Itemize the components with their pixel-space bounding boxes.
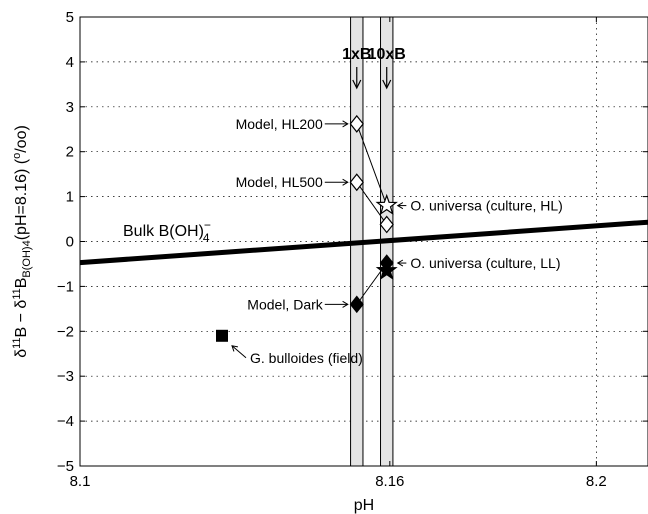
y-tick-label: −5	[57, 458, 74, 475]
arrow-dark-head	[342, 300, 349, 308]
bulk-line-group	[79, 219, 648, 266]
label-hl200: Model, HL200	[236, 116, 323, 132]
y-tick-label: 2	[66, 144, 74, 161]
x-tick-label: 8.1	[70, 473, 91, 490]
y-tick-label: 5	[66, 9, 74, 26]
y-tick-label: 1	[66, 189, 74, 206]
y-tick-label: −3	[57, 368, 74, 385]
arrow-hl200-head	[342, 120, 349, 128]
connector-line	[356, 181, 388, 225]
band-label-1xB: 1xB	[342, 46, 371, 63]
band-arrowhead-10xB	[382, 79, 392, 90]
label-hl500: Model, HL500	[236, 174, 323, 190]
y-tick-label: 3	[66, 99, 74, 116]
arrow-hl500-head	[342, 178, 349, 186]
point-bulloides	[216, 329, 228, 342]
arrow-bulloides	[231, 345, 247, 359]
label-ou-hl-star: O. universa (culture, HL)	[410, 198, 562, 214]
y-tick-label: −2	[57, 323, 74, 340]
points	[216, 114, 398, 342]
connector-line	[356, 123, 388, 206]
bulk-boh4-line	[79, 219, 648, 266]
arrow-ou-hl-star-head	[396, 202, 404, 210]
band-arrowhead-1xB	[352, 79, 362, 90]
y-tick-label: −4	[57, 413, 74, 430]
y-axis-label: δ11B − δ11BB(OH)4(pH=8.16) (o/oo)	[11, 125, 33, 358]
label-dark: Model, Dark	[247, 296, 323, 312]
y-tick-label: 4	[66, 54, 74, 71]
point-dark	[349, 295, 364, 314]
arrow-ou-ll-diamond-head	[396, 259, 404, 267]
point-hl200	[349, 114, 364, 133]
point-hl500	[349, 173, 364, 192]
point-ou-ll-star	[375, 259, 398, 281]
label-ou-ll-diamond: O. universa (culture, LL)	[410, 255, 560, 271]
ticks: −5 −4 −3 −2 −1 0 1 2 3 4 5 8.1 8.16 8.2	[57, 9, 648, 490]
y-tick-label: 0	[66, 234, 74, 251]
y-tick-label: −1	[57, 278, 74, 295]
band-label-10xB: 10xB	[368, 46, 406, 63]
arrow-bulloides-head	[231, 345, 238, 352]
bulk-boh4-label: Bulk B(OH)− 4	[123, 218, 211, 245]
x-tick-label: 8.16	[375, 473, 404, 490]
point-ou-hl-diamond	[379, 215, 394, 234]
point-ou-hl-star	[375, 193, 398, 216]
x-tick-label: 8.2	[586, 473, 607, 490]
x-axis-label: pH	[354, 497, 374, 514]
label-bulloides: G. bulloides (field)	[250, 350, 363, 366]
